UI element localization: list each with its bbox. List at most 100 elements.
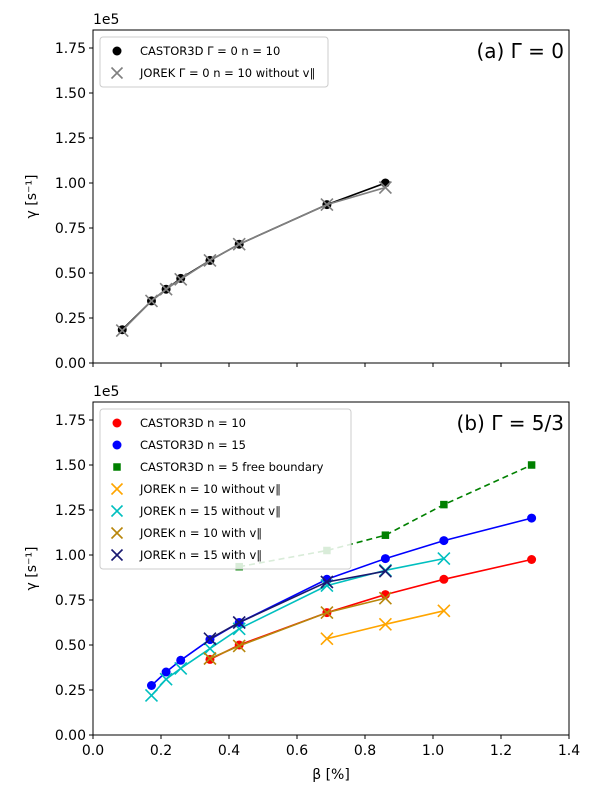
y-tick-label: 1.75 — [55, 41, 86, 57]
legend-label: JOREK n = 15 with v∥ — [139, 548, 262, 562]
legend-label: JOREK Γ = 0 n = 10 without v∥ — [139, 66, 315, 80]
data-point — [320, 198, 334, 212]
legend-label: JOREK n = 10 with v∥ — [139, 526, 262, 540]
chart-panel-b: 0.00 0.25 0.50 0.75 1.00 1.25 1.50 1.75 0.0 0.2 0.… — [24, 384, 580, 783]
data-point — [378, 591, 392, 605]
data-point — [378, 180, 392, 195]
legend-marker — [110, 504, 124, 518]
data-point — [203, 632, 217, 646]
data-point — [527, 513, 537, 523]
data-point — [203, 253, 217, 267]
data-point — [176, 655, 186, 665]
y-tick-label: 1.50 — [55, 458, 86, 474]
panel-label: (b) Γ = 5/3 — [457, 411, 564, 435]
axes-frame — [92, 401, 570, 736]
legend-label: JOREK n = 15 without v∥ — [139, 504, 281, 518]
x-tick-label: 0.8 — [354, 743, 376, 759]
series-jorek-0-n-10-without-v- — [115, 180, 392, 338]
series-jorek-n-10-without-v- — [320, 604, 451, 646]
y-axis-label: γ [s⁻¹] — [24, 175, 40, 219]
data-point — [440, 500, 448, 509]
x-tick-label: 1.0 — [422, 743, 444, 759]
data-point — [320, 575, 334, 589]
series-castor3d-0-n-10 — [117, 178, 390, 335]
data-point — [437, 604, 451, 618]
x-tick-label: 1.4 — [558, 743, 580, 759]
legend-marker — [110, 66, 124, 80]
y-tick-label: 0.50 — [55, 638, 86, 654]
x-tick-label: 0.0 — [82, 743, 104, 759]
x-axis-label: β [%] — [312, 767, 350, 783]
x-tick-label: 0.4 — [218, 743, 240, 759]
series-line — [121, 182, 386, 331]
series-line — [150, 557, 445, 696]
legend-label: CASTOR3D n = 10 — [140, 416, 246, 430]
data-point — [380, 554, 390, 564]
legend-marker — [110, 526, 124, 540]
data-point — [144, 294, 159, 308]
y-offset-label: 1e5 — [93, 12, 119, 28]
legend: CASTOR3D Γ = 0 n = 10 JOREK Γ = 0 n = 10 … — [99, 36, 329, 88]
y-tick-label: 1.25 — [55, 131, 86, 147]
data-point — [439, 536, 449, 546]
data-point — [161, 667, 171, 677]
legend-marker — [112, 440, 122, 450]
data-point — [203, 651, 217, 666]
axes-frame — [92, 29, 570, 364]
y-tick-label: 0.00 — [55, 356, 86, 372]
data-point — [439, 574, 449, 584]
y-tick-label: 1.75 — [55, 413, 86, 429]
data-point — [320, 606, 334, 620]
legend-label: JOREK n = 10 without v∥ — [139, 482, 281, 496]
legend-marker — [112, 418, 122, 428]
panel-label: (a) Γ = 0 — [476, 39, 564, 63]
data-point — [232, 237, 246, 251]
legend-box — [99, 408, 352, 570]
data-point — [380, 178, 390, 188]
data-point — [146, 681, 156, 690]
chart-panel-a: 0.00 0.25 0.50 0.75 1.00 1.25 1.50 1.75 1e5 γ [s⁻… — [24, 12, 570, 372]
data-point — [159, 282, 173, 296]
data-point — [527, 461, 536, 469]
x-tick-label: 0.6 — [286, 743, 308, 759]
legend-label: CASTOR3D n = 5 free boundary — [140, 460, 324, 474]
y-tick-label: 1.25 — [55, 503, 86, 519]
data-point — [437, 552, 451, 566]
series-line — [209, 570, 386, 640]
data-point — [381, 531, 390, 539]
y-tick-label: 0.25 — [55, 311, 86, 327]
legend-label: CASTOR3D Γ = 0 n = 10 — [140, 44, 280, 58]
series-line — [209, 597, 386, 660]
data-point — [159, 672, 173, 686]
data-point — [320, 632, 334, 646]
data-point — [144, 688, 159, 702]
data-point — [203, 642, 217, 656]
legend-marker — [113, 463, 121, 471]
y-offset-label: 1e5 — [93, 384, 119, 400]
data-point — [378, 564, 392, 578]
legend-box — [99, 36, 329, 88]
y-axis-label: γ [s⁻¹] — [24, 547, 40, 591]
y-tick-label: 1.00 — [55, 548, 86, 564]
data-point — [378, 617, 392, 631]
data-point — [174, 272, 188, 286]
y-tick-label: 0.75 — [55, 593, 86, 609]
x-tick-label: 1.2 — [490, 743, 512, 759]
legend-label: CASTOR3D n = 15 — [140, 438, 246, 452]
series-jorek-n-15-without-v- — [144, 552, 451, 702]
y-tick-label: 0.50 — [55, 266, 86, 282]
series-jorek-n-10-with-v- — [203, 591, 392, 666]
data-point — [527, 555, 537, 564]
legend: CASTOR3D n = 10 CASTOR3D n = 15 CASTOR3D n… — [99, 408, 352, 570]
data-point — [174, 661, 188, 675]
y-tick-label: 1.00 — [55, 176, 86, 192]
legend-marker — [112, 46, 122, 56]
y-tick-label: 0.00 — [55, 728, 86, 744]
legend-marker — [110, 548, 124, 562]
series-castor3d-n-10 — [205, 555, 537, 664]
y-tick-label: 0.25 — [55, 683, 86, 699]
y-tick-label: 1.50 — [55, 86, 86, 102]
data-point — [232, 639, 246, 653]
data-point — [115, 324, 129, 338]
